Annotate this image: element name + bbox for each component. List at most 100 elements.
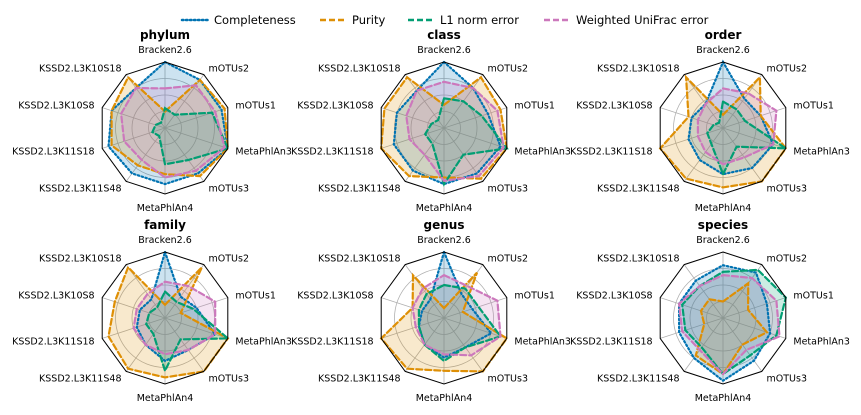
legend-swatch-completeness <box>180 18 210 22</box>
chart-title: species <box>698 218 748 232</box>
grid-spoke <box>164 127 205 182</box>
grid-spoke <box>660 297 724 319</box>
series-fill-purity <box>111 77 228 177</box>
axis-label-metaphlan3: MetaPhlAn3 <box>514 336 571 347</box>
axis-label-kssd2-l3k11s18: KSSD2.L3K11S18 <box>291 336 373 347</box>
series-line-l1-norm-error <box>423 97 509 187</box>
axis-label-motus1: mOTUs1 <box>514 101 554 112</box>
chart-title: family <box>144 218 186 232</box>
series-fill-l1-norm-error <box>682 269 786 375</box>
axis-label-kssd2-l3k11s48: KSSD2.L3K11S48 <box>318 183 400 194</box>
axis-label-bracken2-6: Bracken2.6 <box>696 45 750 56</box>
axis-label-kssd2-l3k11s48: KSSD2.L3K11S48 <box>39 183 121 194</box>
axis-label-motus3: mOTUs3 <box>767 373 807 384</box>
axis-label-kssd2-l3k10s8: KSSD2.L3K10S8 <box>576 291 652 302</box>
grid-spoke <box>381 317 445 339</box>
series-line-purity <box>379 271 509 373</box>
axis-label-motus1: mOTUs1 <box>235 101 275 112</box>
grid-spoke <box>381 127 445 149</box>
grid-spoke <box>683 317 724 372</box>
series-fill-completeness <box>108 62 228 185</box>
axis-label-metaphlan3: MetaPhlAn3 <box>793 146 850 157</box>
axis-label-metaphlan3: MetaPhlAn3 <box>793 336 850 347</box>
axis-label-kssd2-l3k11s18: KSSD2.L3K11S18 <box>570 146 652 157</box>
series-fill-purity <box>108 267 228 378</box>
radar-frame <box>659 251 787 385</box>
grid-spoke <box>722 127 786 149</box>
series-fill-weighted-unifrac-error <box>121 85 225 178</box>
radar-frame <box>101 61 229 195</box>
series-fill-l1-norm-error <box>152 108 228 165</box>
radar-class: Bracken2.6 mOTUs2 mOTUs1 MetaPhlAn3 mOTUs3 Me… <box>291 28 571 214</box>
series-line-purity <box>658 74 788 189</box>
series-line-purity <box>380 75 508 180</box>
chart-title: phylum <box>140 28 190 42</box>
series-line-weighted-unifrac-error <box>696 87 778 166</box>
radar-species: Bracken2.6 mOTUs2 mOTUs1 MetaPhlAn3 mOTUs3 Me… <box>570 218 850 404</box>
axis-label-metaphlan3: MetaPhlAn3 <box>514 146 571 157</box>
axis-label-kssd2-l3k10s8: KSSD2.L3K10S8 <box>297 291 373 302</box>
grid-spoke <box>660 127 724 149</box>
grid-spoke <box>164 317 205 372</box>
axis-label-motus1: mOTUs1 <box>514 291 554 302</box>
axis-label-metaphlan3: MetaPhlAn3 <box>235 336 292 347</box>
series-fill-weighted-unifrac-error <box>406 81 504 181</box>
axis-label-motus1: mOTUs1 <box>793 291 833 302</box>
series-fill-purity <box>381 272 507 372</box>
legend-item-completeness: Completeness <box>180 12 296 28</box>
grid-spoke <box>164 127 228 149</box>
axis-label-kssd2-l3k11s18: KSSD2.L3K11S18 <box>291 146 373 157</box>
radar-frame <box>380 251 508 385</box>
axis-label-metaphlan4: MetaPhlAn4 <box>416 203 473 214</box>
grid-spoke <box>683 264 724 319</box>
grid-spoke <box>683 127 724 182</box>
axis-label-motus3: mOTUs3 <box>488 183 528 194</box>
axis-label-motus2: mOTUs2 <box>209 64 249 75</box>
legend-swatch-l1-norm-error <box>408 18 434 22</box>
axis-label-metaphlan3: MetaPhlAn3 <box>235 146 292 157</box>
grid-spoke <box>404 127 445 182</box>
grid-spoke <box>102 297 166 319</box>
axis-label-metaphlan4: MetaPhlAn4 <box>137 203 194 214</box>
axis-label-metaphlan4: MetaPhlAn4 <box>695 393 752 404</box>
radar-genus: Bracken2.6 mOTUs2 mOTUs1 MetaPhlAn3 mOTUs3 Me… <box>291 218 571 404</box>
grid-spoke <box>381 107 445 129</box>
axis-label-motus3: mOTUs3 <box>767 183 807 194</box>
axis-label-bracken2-6: Bracken2.6 <box>417 235 471 246</box>
series-line-weighted-unifrac-error <box>411 273 502 357</box>
grid-spoke <box>164 74 205 129</box>
series-fill-completeness <box>136 252 216 361</box>
legend-label-weighted-unifrac-error: Weighted UniFrac error <box>576 13 709 27</box>
axis-label-kssd2-l3k10s18: KSSD2.L3K10S18 <box>597 254 679 265</box>
series-line-weighted-unifrac-error <box>119 84 226 179</box>
axis-label-motus3: mOTUs3 <box>488 373 528 384</box>
series-line-l1-norm-error <box>150 106 230 166</box>
legend-label-l1-norm-error: L1 norm error <box>440 13 519 27</box>
series-fill-weighted-unifrac-error <box>412 275 501 356</box>
radar-frame <box>659 61 787 195</box>
axis-label-motus2: mOTUs2 <box>767 64 807 75</box>
series-line-l1-norm-error <box>706 99 790 177</box>
legend-item-l1-norm-error: L1 norm error <box>406 12 519 28</box>
series-line-weighted-unifrac-error <box>132 280 217 356</box>
legend: Completeness Purity L1 norm error Weight… <box>0 0 861 38</box>
series-fill-weighted-unifrac-error <box>697 88 777 165</box>
legend-swatch-purity <box>320 18 346 22</box>
series-line-purity <box>107 265 230 379</box>
radar-phylum: Bracken2.6 mOTUs2 mOTUs1 MetaPhlAn3 mOTUs3 Me… <box>12 28 292 214</box>
axis-label-motus3: mOTUs3 <box>209 183 249 194</box>
series-line-purity <box>110 75 229 178</box>
grid-spoke <box>443 127 507 149</box>
axis-label-metaphlan4: MetaPhlAn4 <box>416 393 473 404</box>
chart-title: class <box>427 28 461 42</box>
axis-label-kssd2-l3k10s8: KSSD2.L3K10S8 <box>18 291 94 302</box>
axis-label-kssd2-l3k10s18: KSSD2.L3K10S18 <box>597 64 679 75</box>
series-line-weighted-unifrac-error <box>405 80 505 182</box>
axis-label-kssd2-l3k10s8: KSSD2.L3K10S8 <box>18 101 94 112</box>
axis-label-kssd2-l3k11s18: KSSD2.L3K11S18 <box>12 146 94 157</box>
series-line-completeness <box>417 248 493 359</box>
series-line-l1-norm-error <box>417 283 503 363</box>
axis-label-kssd2-l3k10s18: KSSD2.L3K10S18 <box>39 64 121 75</box>
axis-label-kssd2-l3k10s18: KSSD2.L3K10S18 <box>318 64 400 75</box>
series-line-l1-norm-error <box>144 289 231 374</box>
